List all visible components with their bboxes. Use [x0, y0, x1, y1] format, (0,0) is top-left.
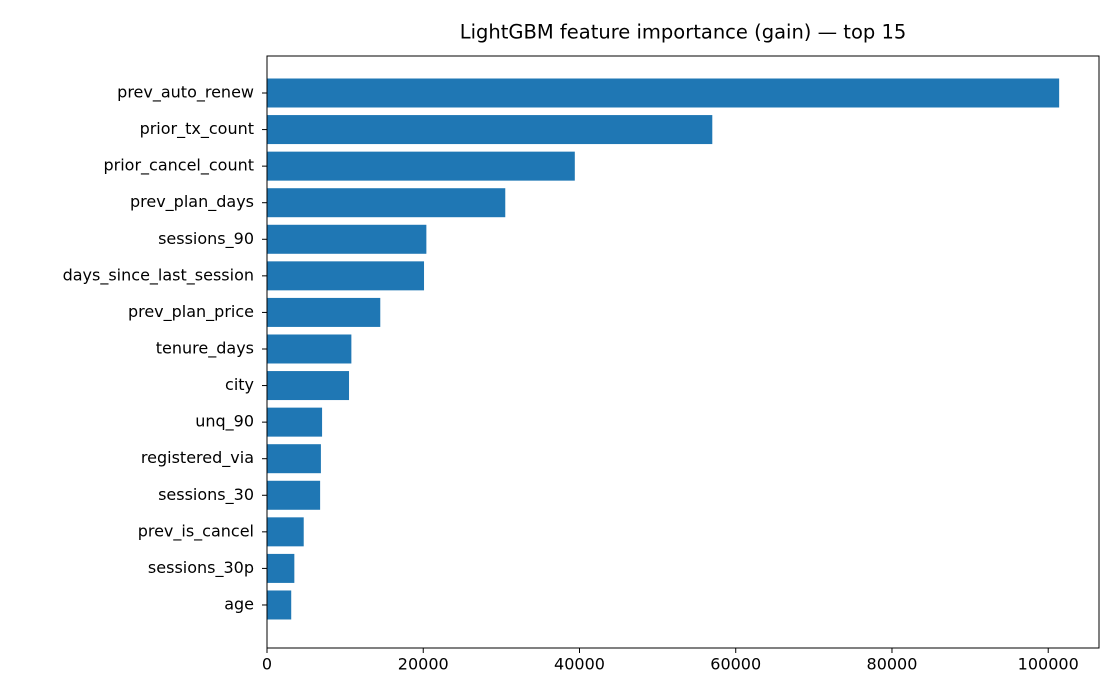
- bar: [267, 407, 323, 437]
- y-tick-label: prev_auto_renew: [117, 83, 254, 103]
- y-tick-label: city: [225, 375, 254, 394]
- y-tick-label: days_since_last_session: [63, 265, 254, 285]
- x-tick-label: 60000: [710, 655, 761, 674]
- bar: [267, 334, 352, 364]
- bar: [267, 261, 425, 291]
- y-tick-label: prior_tx_count: [140, 119, 254, 139]
- y-tick-label: sessions_30p: [148, 558, 254, 578]
- bar: [267, 78, 1060, 108]
- chart-title: LightGBM feature importance (gain) — top…: [460, 21, 907, 44]
- bar: [267, 188, 506, 218]
- axes-frame: [266, 55, 1100, 649]
- bar: [267, 517, 304, 547]
- bar: [267, 371, 350, 401]
- x-tick-label: 80000: [867, 655, 918, 674]
- x-tick-label: 0: [262, 655, 272, 674]
- y-tick-label: prev_plan_price: [128, 302, 254, 322]
- y-tick-label: unq_90: [195, 412, 254, 432]
- x-tick-label: 20000: [398, 655, 449, 674]
- bar: [267, 115, 713, 145]
- y-tick-label: prior_cancel_count: [103, 156, 254, 176]
- y-tick-label: age: [224, 594, 254, 613]
- bar: [267, 224, 427, 254]
- y-tick-label: tenure_days: [156, 338, 254, 358]
- y-tick-label: sessions_30: [158, 485, 254, 505]
- y-tick-label: sessions_90: [158, 229, 254, 249]
- bar: [267, 590, 292, 620]
- bar: [267, 553, 295, 583]
- y-tick-label: prev_is_cancel: [138, 521, 254, 541]
- bar: [267, 444, 321, 474]
- y-tick-label: prev_plan_days: [130, 192, 254, 212]
- bar: [267, 480, 321, 510]
- y-tick-label: registered_via: [141, 448, 254, 468]
- bar: [267, 151, 575, 181]
- bar: [267, 297, 381, 327]
- x-tick-label: 40000: [554, 655, 605, 674]
- x-tick-label: 100000: [1018, 655, 1079, 674]
